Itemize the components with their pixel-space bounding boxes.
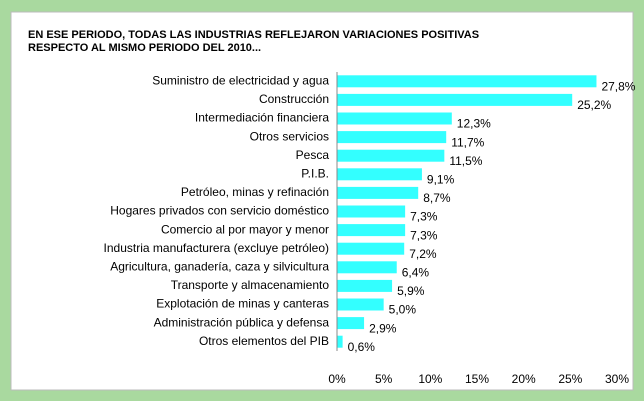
bar [337, 335, 343, 348]
category-label: Administración pública y defensa [154, 315, 330, 329]
category-label: Agricultura, ganadería, caza y silvicult… [110, 259, 329, 273]
x-tick-label: 30% [605, 372, 629, 386]
value-label: 2,9% [369, 321, 397, 335]
bar [337, 279, 393, 292]
bar [337, 224, 406, 237]
bar [337, 149, 445, 162]
bar [337, 131, 447, 144]
category-label: Explotación de minas y canteras [156, 297, 329, 311]
value-label: 5,9% [397, 284, 425, 298]
value-label: 5,0% [389, 303, 417, 317]
x-tick-label: 25% [558, 372, 582, 386]
category-label: Transporte y almacenamiento [171, 278, 330, 292]
bar [337, 298, 384, 311]
x-tick-label: 10% [418, 372, 442, 386]
category-label: Industria manufacturera (excluye petróle… [104, 241, 329, 255]
category-label: Pesca [296, 148, 330, 162]
bar [337, 317, 365, 330]
category-label: Comercio al por mayor y menor [161, 222, 329, 236]
category-label: Petróleo, minas y refinación [181, 185, 329, 199]
category-label: Otros servicios [250, 129, 329, 143]
value-label: 6,4% [402, 265, 430, 279]
value-label: 0,6% [348, 340, 376, 354]
bar [337, 112, 452, 125]
value-label: 11,5% [449, 154, 482, 168]
x-tick-label: 5% [375, 372, 393, 386]
value-label: 8,7% [423, 191, 451, 205]
bar [337, 186, 419, 199]
category-label: Intermediación financiera [195, 111, 329, 125]
value-label: 7,3% [410, 210, 438, 224]
value-label: 12,3% [457, 117, 491, 131]
value-label: 25,2% [577, 98, 611, 112]
value-label: 9,1% [427, 172, 455, 186]
bar [337, 205, 406, 218]
x-tick-label: 20% [512, 372, 536, 386]
value-label: 27,8% [601, 79, 635, 93]
x-tick-label: 0% [328, 372, 346, 386]
chart-title: EN ESE PERIODO, TODAS LAS INDUSTRIAS REF… [28, 29, 479, 41]
chart-title: RESPECTO AL MISMO PERIODO DEL 2010... [28, 42, 261, 54]
category-label: Otros elementos del PIB [199, 334, 329, 348]
chart-area [10, 11, 634, 391]
bar [337, 168, 422, 181]
value-label: 7,2% [409, 247, 437, 261]
category-label: Construcción [259, 92, 329, 106]
bar [337, 242, 405, 255]
bar [337, 93, 573, 106]
category-label: Suministro de electricidad y agua [152, 73, 329, 87]
category-label: Hogares privados con servicio doméstico [110, 204, 329, 218]
bar [337, 75, 597, 88]
bar [337, 261, 397, 274]
x-tick-label: 15% [465, 372, 489, 386]
category-label: P.I.B. [301, 166, 329, 180]
value-label: 11,7% [451, 135, 484, 149]
value-label: 7,3% [410, 228, 438, 242]
